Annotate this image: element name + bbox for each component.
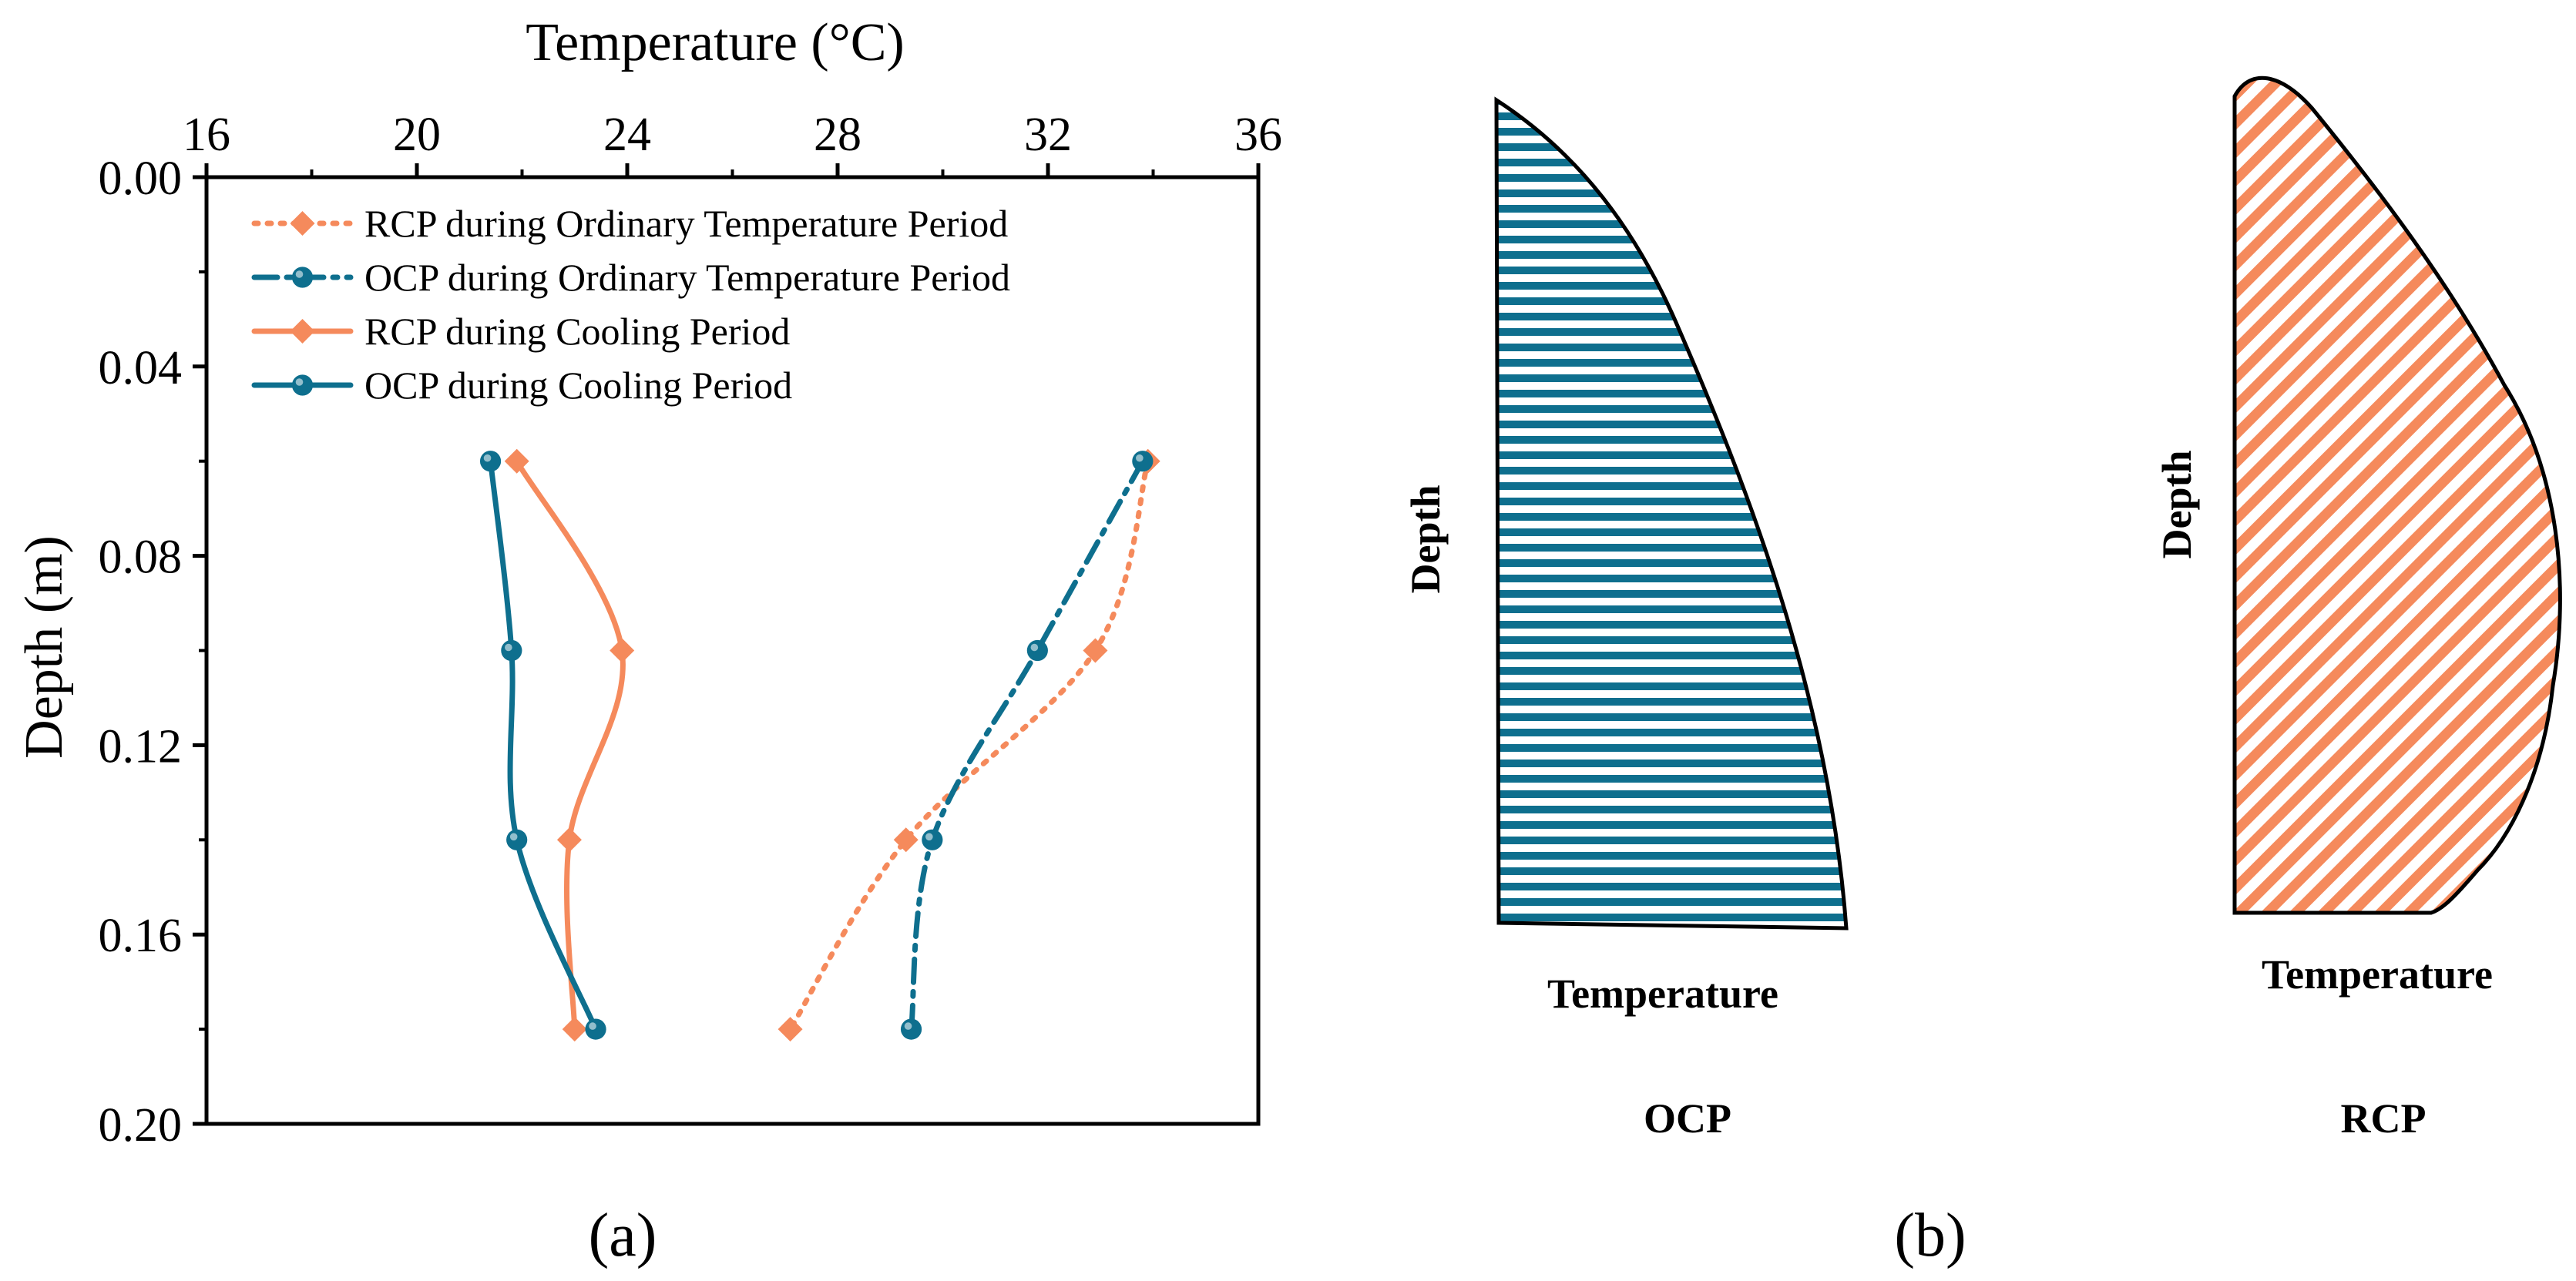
circle-marker-highlight (904, 1022, 912, 1030)
rcp-depth-label: Depth (2154, 450, 2200, 558)
diamond-marker (290, 211, 315, 236)
diamond-marker (1083, 638, 1108, 663)
series-line (514, 458, 626, 1032)
x-tick-label: 24 (603, 109, 651, 161)
circle-marker (291, 374, 314, 396)
circle-marker (479, 451, 502, 472)
series-line (908, 458, 1146, 1032)
circle-marker (1026, 639, 1048, 662)
circle-marker (501, 639, 522, 662)
circle-marker (291, 267, 314, 288)
circle-marker (506, 829, 528, 850)
x-axis-title: Temperature (°C) (526, 13, 904, 72)
legend-label: RCP during Cooling Period (364, 310, 790, 353)
y-tick-label: 0.08 (99, 532, 183, 584)
panel-b-schematic: Depth Temperature OCP Depth Temperature … (1402, 75, 2562, 1269)
axis-ticks: 16 20 24 28 32 36 0.00 0.04 0.08 0.12 0.16 0.20 (99, 109, 1283, 1152)
circle-marker-highlight (505, 643, 512, 652)
rcp-temperature-label: Temperature (2262, 951, 2493, 998)
y-tick-label: 0.00 (99, 153, 183, 205)
diamond-marker (504, 448, 529, 474)
circle-marker (900, 1018, 922, 1040)
x-tick-label: 20 (393, 109, 441, 161)
series-3 (504, 448, 635, 1042)
y-tick-label: 0.04 (99, 342, 183, 394)
circle-marker-highlight (509, 833, 518, 841)
series-2 (900, 451, 1154, 1040)
panel-b-label: (b) (1894, 1202, 1966, 1269)
rcp-caption: RCP (2341, 1095, 2427, 1142)
panel-a-chart: Temperature (°C) Depth (m) 16 20 24 28 32 36 0… (15, 13, 1282, 1269)
y-tick-label: 0.16 (99, 910, 183, 962)
x-tick-label: 32 (1024, 109, 1072, 161)
series-line (788, 458, 1151, 1032)
y-tick-label: 0.20 (99, 1099, 183, 1152)
ocp-temperature-label: Temperature (1547, 971, 1778, 1017)
x-tick-label: 36 (1234, 109, 1282, 161)
series-layer (479, 448, 1160, 1042)
series-1 (778, 448, 1160, 1042)
y-axis-title: Depth (m) (15, 535, 74, 759)
rcp-profile-shape (2232, 75, 2562, 915)
diamond-marker (556, 827, 582, 853)
ocp-depth-label: Depth (1402, 485, 1449, 593)
legend: RCP during Ordinary Temperature Period OC… (251, 202, 1010, 407)
x-tick-label: 16 (183, 109, 230, 161)
circle-marker-highlight (1030, 643, 1039, 652)
circle-marker-highlight (483, 454, 492, 462)
legend-label: RCP during Ordinary Temperature Period (364, 202, 1008, 245)
series-line (488, 458, 599, 1032)
legend-label: OCP during Ordinary Temperature Period (364, 256, 1010, 299)
circle-marker-highlight (295, 270, 304, 278)
diamond-marker (610, 638, 635, 663)
diamond-marker (778, 1017, 803, 1042)
y-tick-label: 0.12 (99, 720, 183, 773)
diamond-marker (893, 827, 919, 853)
ocp-caption: OCP (1644, 1095, 1731, 1142)
panel-a-label: (a) (589, 1202, 657, 1269)
circle-marker-highlight (925, 833, 933, 841)
diamond-marker (290, 319, 315, 344)
legend-label: OCP during Cooling Period (364, 364, 792, 407)
x-tick-label: 28 (814, 109, 861, 161)
circle-marker (922, 829, 943, 850)
circle-marker (585, 1018, 606, 1040)
circle-marker-highlight (1136, 454, 1144, 462)
series-4 (479, 451, 606, 1040)
circle-marker-highlight (295, 378, 304, 386)
diamond-marker (562, 1017, 587, 1042)
circle-marker-highlight (589, 1022, 596, 1030)
circle-marker (1132, 451, 1154, 472)
ocp-profile-shape (1494, 96, 1849, 931)
